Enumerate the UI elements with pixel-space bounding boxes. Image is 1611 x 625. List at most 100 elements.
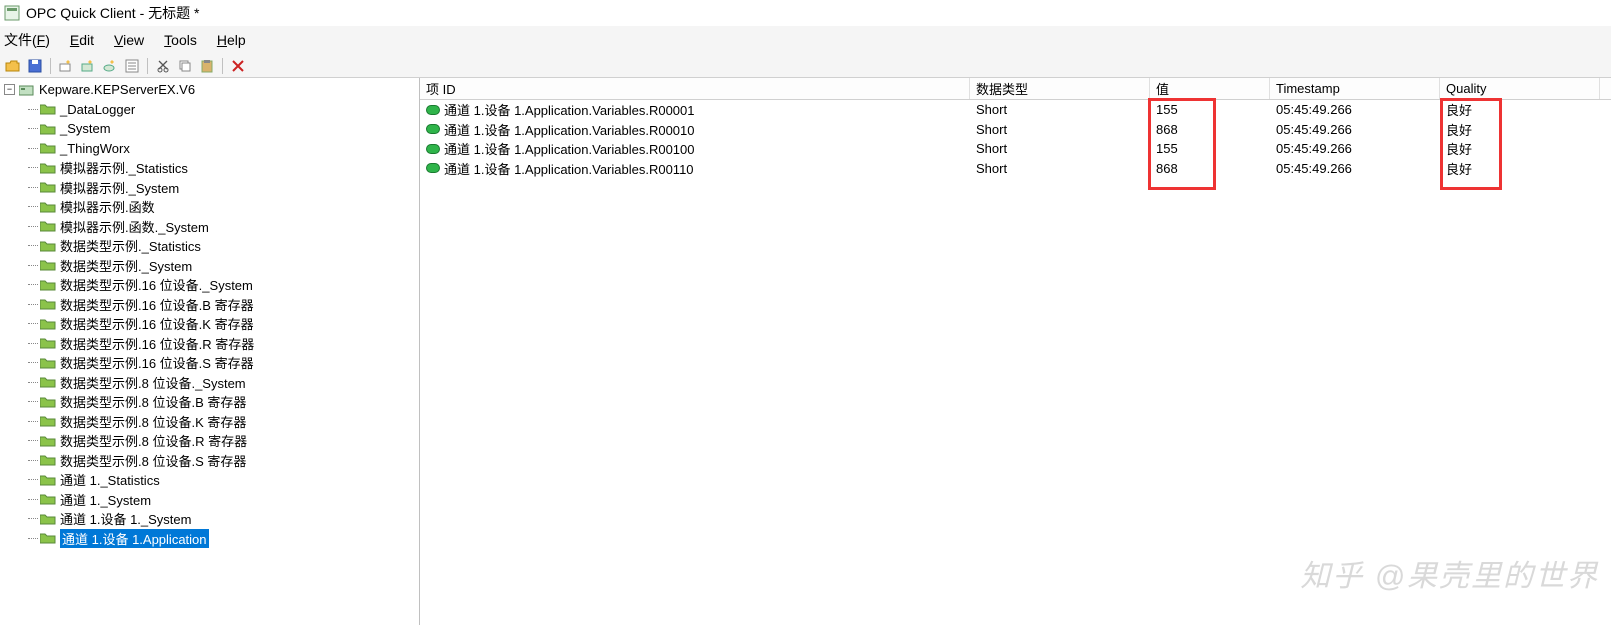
cell-quality: 良好 [1440, 139, 1600, 159]
tree-item[interactable]: _ThingWorx [0, 139, 419, 159]
tag-icon [426, 163, 440, 173]
tree-connector [26, 256, 40, 276]
tree-item[interactable]: 数据类型示例._System [0, 256, 419, 276]
data-panel: 项 ID 数据类型 值 Timestamp Quality 通道 1.设备 1.… [420, 78, 1611, 625]
tree-item[interactable]: 数据类型示例.16 位设备.K 寄存器 [0, 314, 419, 334]
tree-connector [26, 275, 40, 295]
table-row[interactable]: 通道 1.设备 1.Application.Variables.R00110Sh… [420, 159, 1611, 179]
tree-connector [26, 392, 40, 412]
tree-item[interactable]: 通道 1.设备 1._System [0, 509, 419, 529]
tree-connector [26, 412, 40, 432]
tree-item[interactable]: 数据类型示例.16 位设备.S 寄存器 [0, 353, 419, 373]
tree-item[interactable]: 数据类型示例.16 位设备.R 寄存器 [0, 334, 419, 354]
col-quality[interactable]: Quality [1440, 78, 1600, 99]
folder-icon [40, 337, 56, 349]
cell-value: 868 [1150, 159, 1270, 179]
tree-root-label: Kepware.KEPServerEX.V6 [39, 82, 195, 97]
tree-item[interactable]: 数据类型示例.8 位设备._System [0, 373, 419, 393]
tree-item[interactable]: _DataLogger [0, 100, 419, 120]
tree-item-label: 模拟器示例.函数._System [60, 217, 209, 236]
cell-data-type: Short [970, 100, 1150, 120]
tree-connector [26, 470, 40, 490]
tree-item[interactable]: 数据类型示例.8 位设备.R 寄存器 [0, 431, 419, 451]
folder-icon [40, 493, 56, 505]
col-item-id[interactable]: 项 ID [420, 78, 970, 99]
table-row[interactable]: 通道 1.设备 1.Application.Variables.R00010Sh… [420, 120, 1611, 140]
menu-view[interactable]: View [114, 32, 144, 48]
tree-item-label: 数据类型示例._Statistics [60, 236, 201, 255]
save-icon[interactable] [26, 57, 44, 75]
tree-item[interactable]: 模拟器示例.函数._System [0, 217, 419, 237]
app-window: OPC Quick Client - 无标题 * 文件(F) Edit View… [0, 0, 1611, 625]
folder-icon [40, 162, 56, 174]
tag-icon [426, 124, 440, 134]
tree-item[interactable]: 通道 1._Statistics [0, 470, 419, 490]
col-timestamp[interactable]: Timestamp [1270, 78, 1440, 99]
tree-item[interactable]: 数据类型示例.8 位设备.S 寄存器 [0, 451, 419, 471]
menu-file[interactable]: 文件(F) [4, 30, 50, 50]
copy-icon[interactable] [176, 57, 194, 75]
cell-item-id: 通道 1.设备 1.Application.Variables.R00001 [420, 100, 970, 120]
tree-connector [26, 217, 40, 237]
col-value[interactable]: 值 [1150, 78, 1270, 99]
tree-item[interactable]: 模拟器示例._Statistics [0, 158, 419, 178]
paste-icon[interactable] [198, 57, 216, 75]
cell-item-id: 通道 1.设备 1.Application.Variables.R00100 [420, 139, 970, 159]
menubar: 文件(F) Edit View Tools Help [0, 26, 1611, 54]
tree-item[interactable]: 数据类型示例.16 位设备._System [0, 275, 419, 295]
collapse-icon[interactable]: − [4, 84, 15, 95]
table-row[interactable]: 通道 1.设备 1.Application.Variables.R00100Sh… [420, 139, 1611, 159]
cell-data-type: Short [970, 139, 1150, 159]
tree-item[interactable]: 数据类型示例._Statistics [0, 236, 419, 256]
tree-connector [26, 139, 40, 159]
tree-item[interactable]: 数据类型示例.16 位设备.B 寄存器 [0, 295, 419, 315]
folder-icon [40, 396, 56, 408]
tree-item-label: 通道 1._System [60, 490, 151, 509]
tree-connector [26, 334, 40, 354]
new-group-icon[interactable] [79, 57, 97, 75]
content-area: − Kepware.KEPServerEX.V6 _DataLogger_Sys… [0, 78, 1611, 625]
tree-item[interactable]: 通道 1._System [0, 490, 419, 510]
folder-icon [40, 474, 56, 486]
tree-item-label: 数据类型示例.16 位设备.K 寄存器 [60, 314, 254, 333]
delete-icon[interactable] [229, 57, 247, 75]
table-row[interactable]: 通道 1.设备 1.Application.Variables.R00001Sh… [420, 100, 1611, 120]
tree-connector [26, 100, 40, 120]
tree-item-label: 数据类型示例.16 位设备.S 寄存器 [60, 353, 254, 372]
tree-item-label: 通道 1.设备 1.Application [60, 529, 209, 548]
tree-connector [26, 236, 40, 256]
tree-item[interactable]: 通道 1.设备 1.Application [0, 529, 419, 549]
open-icon[interactable] [4, 57, 22, 75]
col-data-type[interactable]: 数据类型 [970, 78, 1150, 99]
tree-connector [26, 509, 40, 529]
tree-panel[interactable]: − Kepware.KEPServerEX.V6 _DataLogger_Sys… [0, 78, 420, 625]
cell-value: 155 [1150, 139, 1270, 159]
tree-item-label: 数据类型示例.16 位设备.R 寄存器 [60, 334, 254, 353]
tree-item-label: 通道 1._Statistics [60, 470, 160, 489]
menu-tools[interactable]: Tools [164, 32, 197, 48]
tree-item[interactable]: 模拟器示例.函数 [0, 197, 419, 217]
folder-icon [40, 259, 56, 271]
menu-edit[interactable]: Edit [70, 32, 94, 48]
grid-body: 通道 1.设备 1.Application.Variables.R00001Sh… [420, 100, 1611, 178]
folder-icon [40, 376, 56, 388]
tree-root-row[interactable]: − Kepware.KEPServerEX.V6 [0, 80, 419, 100]
tree-connector [26, 353, 40, 373]
new-item-icon[interactable] [101, 57, 119, 75]
new-server-icon[interactable] [57, 57, 75, 75]
cell-item-id: 通道 1.设备 1.Application.Variables.R00110 [420, 159, 970, 179]
tree-item[interactable]: _System [0, 119, 419, 139]
tree-item[interactable]: 数据类型示例.8 位设备.K 寄存器 [0, 412, 419, 432]
cell-data-type: Short [970, 159, 1150, 179]
cut-icon[interactable] [154, 57, 172, 75]
folder-icon [40, 435, 56, 447]
tree-item[interactable]: 数据类型示例.8 位设备.B 寄存器 [0, 392, 419, 412]
toolbar [0, 54, 1611, 78]
menu-help[interactable]: Help [217, 32, 246, 48]
tree-item[interactable]: 模拟器示例._System [0, 178, 419, 198]
folder-icon [40, 201, 56, 213]
tree-item-label: 数据类型示例.8 位设备.R 寄存器 [60, 431, 247, 450]
watermark-text: 知乎 @果壳里的世界 [1300, 551, 1599, 595]
tree-item-label: 数据类型示例.8 位设备.S 寄存器 [60, 451, 246, 470]
properties-icon[interactable] [123, 57, 141, 75]
